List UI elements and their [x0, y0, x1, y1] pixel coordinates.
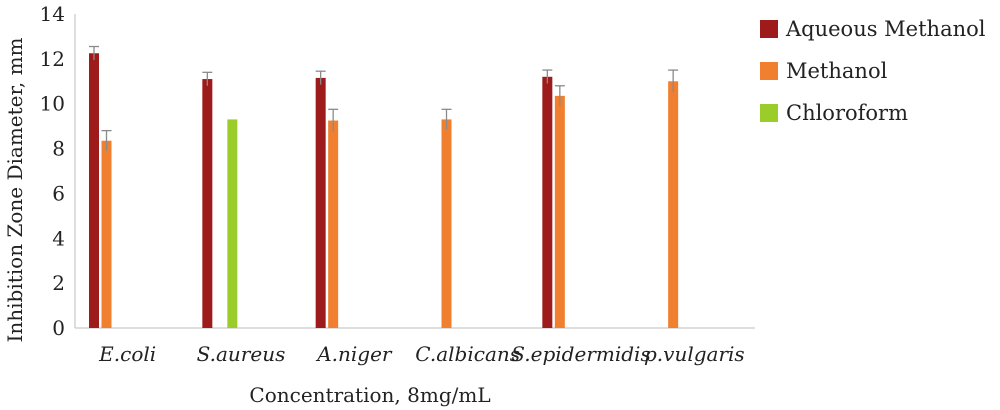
legend-item: Chloroform [760, 92, 985, 134]
y-tick-label: 14 [40, 2, 65, 26]
x-tick-label: A.niger [315, 342, 393, 366]
bar-chloroform [227, 119, 238, 329]
y-tick-label: 0 [52, 316, 65, 340]
bar-aqueous-methanol [89, 53, 99, 328]
y-tick-label: 2 [52, 271, 65, 295]
y-tick-label: 6 [52, 181, 65, 205]
x-tick-label: S.aureus [197, 342, 286, 366]
y-tick-label: 4 [52, 226, 65, 250]
legend-swatch [760, 104, 778, 122]
bar-aqueous-methanol [202, 79, 213, 329]
x-tick-label: E.coli [98, 342, 156, 366]
legend-swatch [760, 20, 778, 38]
legend-label: Methanol [786, 59, 888, 83]
bar-methanol [554, 95, 565, 328]
bar-methanol [441, 119, 452, 329]
x-axis-label: Concentration, 8mg/mL [249, 383, 490, 407]
legend-label: Aqueous Methanol [786, 17, 986, 41]
bar-methanol [668, 81, 679, 329]
bar-aqueous-methanol [315, 77, 326, 329]
legend: Aqueous Methanol Methanol Chloroform [760, 8, 985, 134]
bar-aqueous-methanol [542, 76, 553, 328]
x-tick-label: p.vulgaris [644, 342, 745, 366]
x-tick-label: S.epidermidis [511, 342, 650, 366]
legend-swatch [760, 62, 778, 80]
x-tick-label: C.albicans [415, 342, 520, 366]
bar-methanol [101, 140, 112, 328]
legend-item: Methanol [760, 50, 985, 92]
y-tick-label: 10 [40, 92, 65, 116]
y-tick-label: 12 [40, 47, 65, 71]
y-tick-label: 8 [52, 137, 65, 161]
legend-label: Chloroform [786, 101, 909, 125]
y-axis-label: Inhibition Zone Diameter, mm [3, 37, 27, 342]
bar-methanol [328, 120, 339, 329]
legend-item: Aqueous Methanol [760, 8, 985, 50]
